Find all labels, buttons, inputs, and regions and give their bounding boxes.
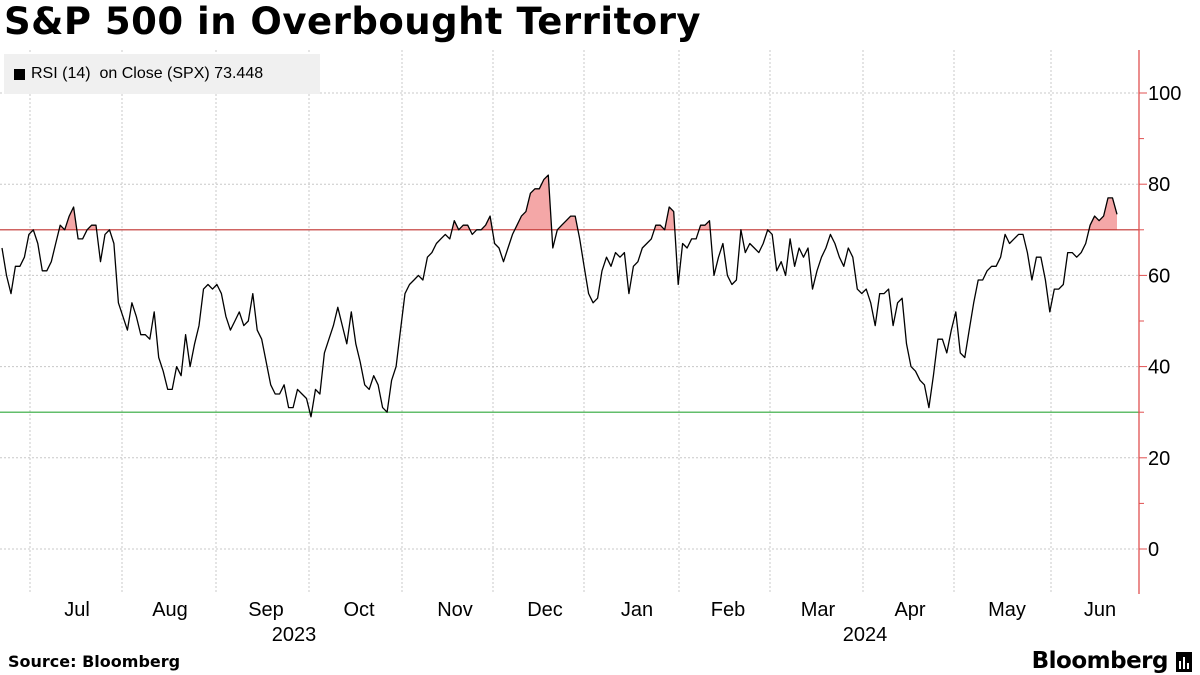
legend-label: RSI (14) on Close (SPX) 73.448 bbox=[31, 65, 264, 82]
y-tick-label: 20 bbox=[1148, 448, 1170, 470]
legend-swatch bbox=[14, 69, 25, 80]
x-year-label: 2024 bbox=[843, 624, 888, 646]
y-tick-label: 60 bbox=[1148, 265, 1170, 287]
x-tick-label: Feb bbox=[711, 599, 745, 621]
x-tick-label: Oct bbox=[343, 599, 375, 621]
x-tick-label: Mar bbox=[801, 599, 836, 621]
x-tick-label: Jan bbox=[621, 599, 653, 621]
x-tick-label: May bbox=[988, 599, 1026, 621]
overbought-fill bbox=[654, 225, 665, 230]
x-year-label: 2023 bbox=[272, 624, 317, 646]
bloomberg-icon bbox=[1176, 652, 1192, 672]
overbought-fill bbox=[481, 216, 493, 230]
x-axis-ticks: Jul Aug Sep Oct Nov Dec Jan Feb Mar Apr May Jun 2023… bbox=[64, 599, 1116, 646]
y-axis-ticks: 0 20 40 60 80 100 bbox=[1139, 83, 1181, 561]
overbought-fill bbox=[458, 225, 470, 230]
x-tick-label: Nov bbox=[437, 599, 473, 621]
chart-title: S&P 500 in Overbought Territory bbox=[4, 0, 702, 43]
overbought-fill bbox=[514, 175, 552, 230]
brand-logo: Bloomberg bbox=[1031, 648, 1169, 674]
overbought-fill bbox=[87, 225, 97, 230]
source-note: Source: Bloomberg bbox=[8, 652, 181, 671]
y-tick-label: 100 bbox=[1148, 83, 1181, 105]
x-tick-label: Aug bbox=[152, 599, 188, 621]
grid-lines bbox=[0, 50, 1139, 594]
x-tick-label: Jul bbox=[64, 599, 90, 621]
overbought-fill bbox=[557, 216, 578, 230]
overbought-fills bbox=[59, 175, 1117, 230]
y-tick-label: 80 bbox=[1148, 174, 1170, 196]
overbought-fill bbox=[664, 207, 675, 230]
y-tick-label: 0 bbox=[1148, 539, 1159, 561]
x-tick-label: Apr bbox=[894, 599, 925, 621]
legend: RSI (14) on Close (SPX) 73.448 bbox=[4, 54, 320, 94]
x-tick-label: Dec bbox=[527, 599, 563, 621]
x-tick-label: Jun bbox=[1084, 599, 1116, 621]
overbought-fill bbox=[1089, 197, 1117, 230]
y-tick-label: 40 bbox=[1148, 357, 1170, 379]
x-tick-label: Sep bbox=[248, 599, 284, 621]
rsi-line bbox=[1, 174, 1118, 418]
